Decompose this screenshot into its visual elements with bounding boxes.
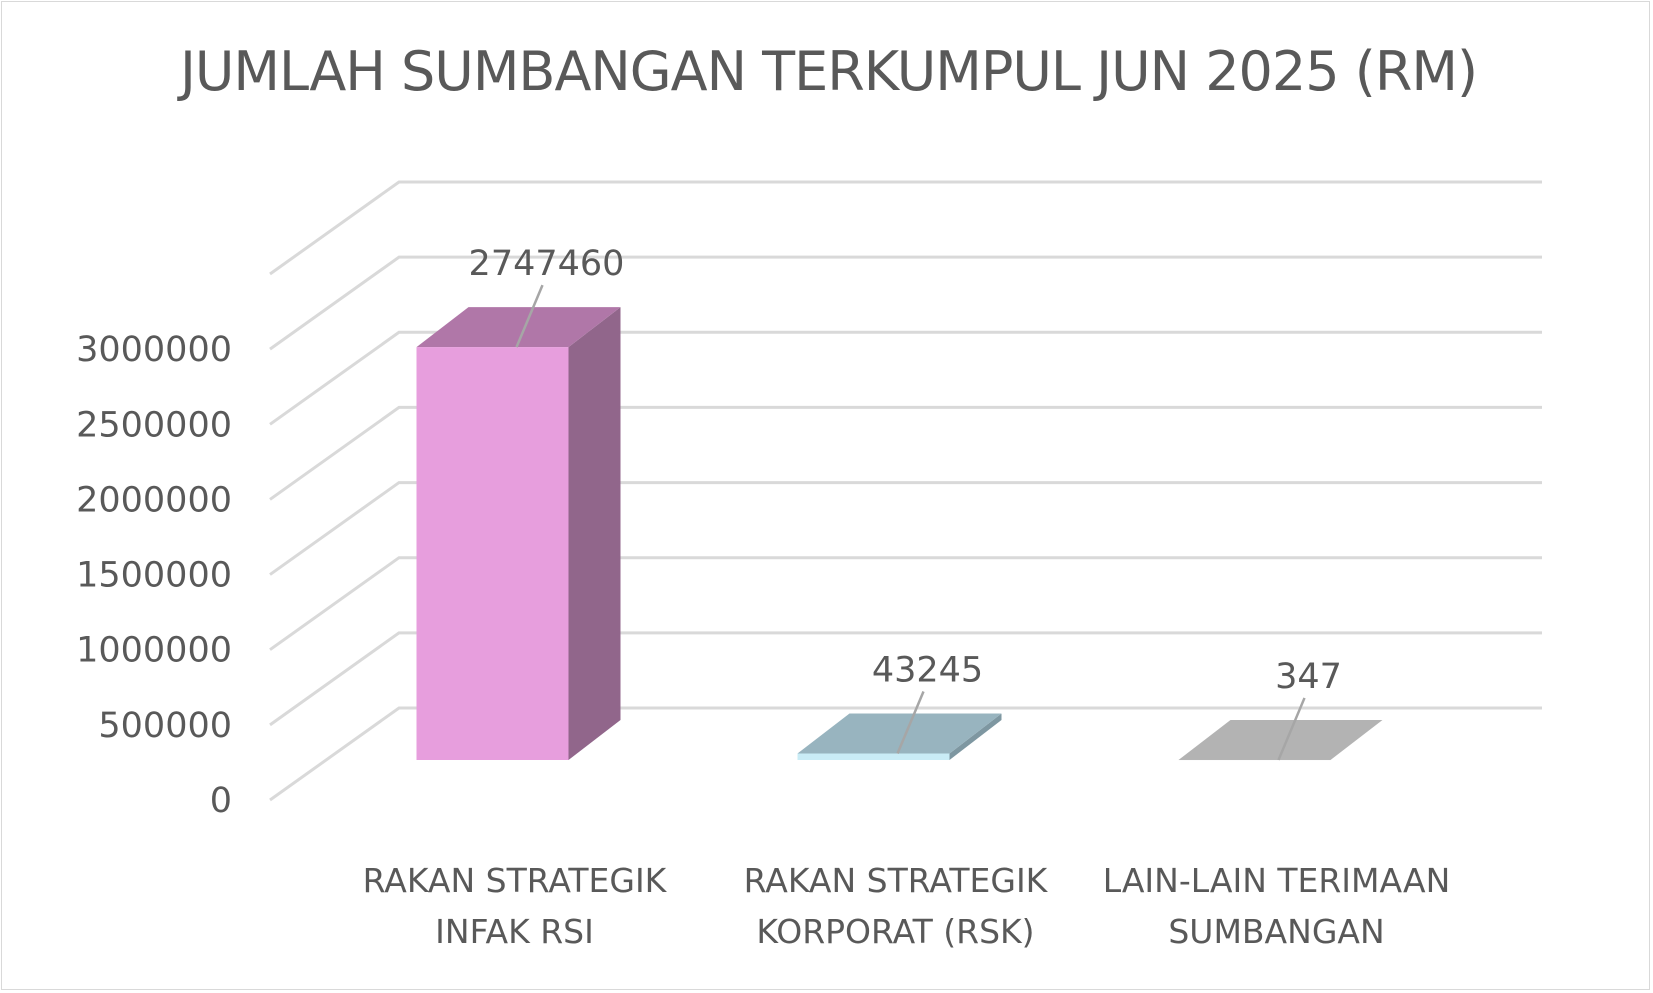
x-tick-label: INFAK RSI [435,912,594,951]
gridline [269,481,1542,576]
y-tick-label: 1500000 [76,556,232,596]
bar-front-face [416,347,569,760]
bar-front-face [797,753,950,760]
gridline [269,180,1542,276]
gridline [269,405,1542,501]
data-label-leader [896,691,925,754]
y-tick-label: 2000000 [76,480,232,520]
x-tick-label: RAKAN STRATEGIK [363,861,668,900]
gridline [269,706,1542,802]
chart-title: JUMLAH SUMBANGAN TERKUMPUL JUN 2025 (RM) [179,40,1478,103]
gridline [269,330,1542,426]
bars [416,307,1383,761]
bar [1178,719,1383,761]
data-labels: 2747460 43245 347 [469,244,1342,761]
bar-side-face [1330,719,1383,760]
x-axis-ticks: RAKAN STRATEGIK INFAK RSI RAKAN STRATEGIK K… [363,861,1451,951]
x-tick-label: SUMBANGAN [1168,912,1384,951]
x-tick-label: LAIN-LAIN TERIMAAN [1103,861,1451,900]
bar [797,713,1002,760]
x-tick-label: KORPORAT (RSK) [756,912,1034,951]
bar-top-face [416,307,621,348]
x-tick-label: RAKAN STRATEGIK [744,861,1049,900]
data-label: 347 [1275,657,1342,697]
gridline [269,556,1542,651]
y-tick-label: 500000 [98,706,232,746]
data-label: 2747460 [469,244,625,284]
y-tick-label: 3000000 [76,330,232,370]
y-tick-label: 1000000 [76,631,232,671]
bar [416,307,621,760]
y-tick-label: 0 [210,781,232,821]
data-label: 43245 [872,651,983,691]
y-axis-ticks: 0 500000 1000000 1500000 2000000 2500000 30000… [76,330,232,821]
y-tick-label: 2500000 [76,405,232,445]
bar-side-face [568,307,621,760]
gridlines [269,180,1542,802]
bar-side-face [949,713,1002,760]
bar-top-face [797,713,1002,754]
data-label-leader [515,284,544,348]
gridline [269,631,1542,727]
gridline [269,255,1542,351]
data-label-leader [1277,697,1306,761]
bar-top-face [1178,719,1383,760]
